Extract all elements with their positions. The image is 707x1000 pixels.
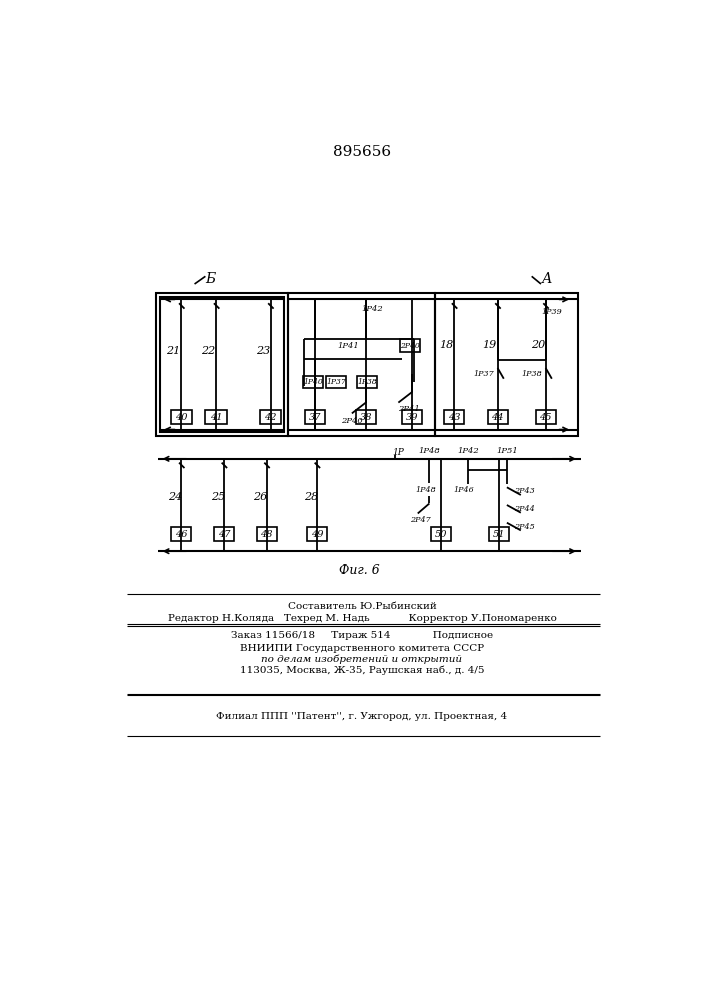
Bar — [160, 297, 284, 432]
Bar — [356, 410, 376, 424]
Bar — [435, 293, 578, 436]
Text: 1P38: 1P38 — [358, 378, 378, 386]
Bar — [303, 376, 323, 388]
Text: 24: 24 — [168, 492, 182, 502]
Text: 1P51: 1P51 — [496, 447, 518, 455]
Bar — [489, 527, 509, 541]
Text: 1P48: 1P48 — [419, 447, 440, 455]
Text: 2P41: 2P41 — [397, 405, 419, 413]
Text: 2P44: 2P44 — [513, 505, 534, 513]
Text: 1P38: 1P38 — [521, 370, 542, 378]
Bar — [156, 293, 288, 436]
Text: 113035, Москва, Ж-35, Раушская наб., д. 4/5: 113035, Москва, Ж-35, Раушская наб., д. … — [240, 665, 484, 675]
Text: 45: 45 — [539, 413, 552, 422]
Text: 28: 28 — [304, 492, 318, 502]
Text: Составитель Ю.Рыбинский: Составитель Ю.Рыбинский — [288, 602, 436, 611]
Text: 48: 48 — [260, 530, 273, 539]
Text: 23: 23 — [256, 346, 270, 356]
Text: 26: 26 — [253, 492, 267, 502]
Text: 1P39: 1P39 — [542, 308, 562, 316]
Text: 49: 49 — [311, 530, 323, 539]
Bar — [305, 410, 325, 424]
Text: 22: 22 — [201, 346, 216, 356]
Text: 47: 47 — [218, 530, 230, 539]
Text: 2P47: 2P47 — [409, 516, 431, 524]
Bar — [488, 410, 508, 424]
Text: 1P37: 1P37 — [473, 370, 494, 378]
Text: 20: 20 — [531, 340, 545, 350]
Text: 2P40: 2P40 — [341, 417, 363, 425]
Bar — [400, 339, 420, 352]
Text: 46: 46 — [175, 530, 187, 539]
Text: А: А — [542, 272, 552, 286]
Text: 1P42: 1P42 — [361, 305, 383, 313]
Text: 1P41: 1P41 — [338, 342, 360, 350]
Bar — [444, 410, 464, 424]
Text: 1P37: 1P37 — [327, 378, 346, 386]
Bar — [402, 410, 422, 424]
Bar — [171, 527, 192, 541]
Text: Заказ 11566/18     Тираж 514             Подписное: Заказ 11566/18 Тираж 514 Подписное — [231, 631, 493, 640]
Text: 40: 40 — [175, 413, 187, 422]
Bar — [357, 376, 378, 388]
Text: 1P46: 1P46 — [454, 486, 474, 494]
Text: 2P45: 2P45 — [513, 523, 534, 531]
Text: 21: 21 — [167, 346, 181, 356]
Text: 19: 19 — [483, 340, 497, 350]
Text: 51: 51 — [493, 530, 506, 539]
Text: 1P48: 1P48 — [415, 486, 436, 494]
Text: 39: 39 — [406, 413, 419, 422]
Text: 38: 38 — [360, 413, 372, 422]
Text: 1P40: 1P40 — [303, 378, 323, 386]
Text: 50: 50 — [435, 530, 448, 539]
Text: 41: 41 — [210, 413, 223, 422]
Text: 1P42: 1P42 — [457, 447, 479, 455]
Text: 37: 37 — [308, 413, 321, 422]
Bar — [307, 527, 327, 541]
Bar — [431, 527, 451, 541]
Bar — [327, 376, 346, 388]
Bar — [288, 293, 435, 436]
Bar — [257, 527, 276, 541]
Text: Редактор Н.Коляда   Техред М. Надь            Корректор У.Пономаренко: Редактор Н.Коляда Техред М. Надь Коррект… — [168, 614, 556, 623]
Text: Филиал ППП ''Патент'', г. Ужгород, ул. Проектная, 4: Филиал ППП ''Патент'', г. Ужгород, ул. П… — [216, 712, 508, 721]
Bar — [214, 527, 234, 541]
Text: 44: 44 — [491, 413, 504, 422]
Text: 895656: 895656 — [333, 145, 391, 159]
Text: 2P40: 2P40 — [400, 342, 420, 350]
Text: 2P43: 2P43 — [513, 487, 534, 495]
Bar — [535, 410, 556, 424]
Text: 43: 43 — [448, 413, 460, 422]
Text: 1P: 1P — [392, 448, 404, 457]
Text: Фиг. 6: Фиг. 6 — [339, 564, 380, 577]
Text: 42: 42 — [264, 413, 276, 422]
Text: 18: 18 — [439, 340, 454, 350]
Text: ВНИИПИ Государственного комитета СССР: ВНИИПИ Государственного комитета СССР — [240, 644, 484, 653]
Text: 25: 25 — [211, 492, 225, 502]
Text: Б: Б — [205, 272, 215, 286]
Text: по делам изобретений и открытий: по делам изобретений и открытий — [262, 654, 462, 664]
Bar — [170, 410, 192, 424]
Bar — [259, 410, 281, 424]
Bar — [206, 410, 227, 424]
